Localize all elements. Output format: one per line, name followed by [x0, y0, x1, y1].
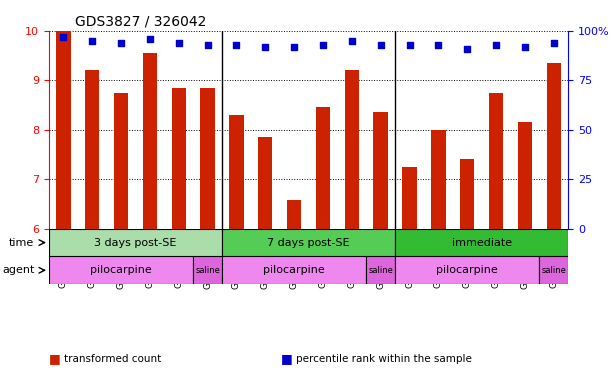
Text: ■: ■ — [49, 353, 60, 366]
Bar — [229, 115, 244, 229]
Point — [434, 41, 444, 48]
Text: time: time — [9, 238, 34, 248]
Bar — [172, 88, 186, 229]
Bar — [460, 159, 475, 229]
Point — [318, 41, 328, 48]
Point — [347, 38, 357, 44]
Bar — [114, 93, 128, 229]
Bar — [518, 122, 532, 229]
Text: 3 days post-SE: 3 days post-SE — [94, 238, 177, 248]
Point — [232, 41, 241, 48]
Point — [463, 45, 472, 51]
FancyBboxPatch shape — [193, 257, 222, 284]
Point — [59, 33, 68, 40]
Text: GDS3827 / 326042: GDS3827 / 326042 — [75, 14, 207, 28]
Bar — [489, 93, 503, 229]
Text: agent: agent — [2, 265, 34, 275]
Bar — [258, 137, 273, 229]
FancyBboxPatch shape — [366, 257, 395, 284]
Bar — [431, 130, 445, 229]
Bar — [56, 31, 70, 229]
Text: transformed count: transformed count — [64, 354, 161, 364]
Text: pilocarpine: pilocarpine — [263, 265, 325, 275]
Text: pilocarpine: pilocarpine — [436, 265, 498, 275]
FancyBboxPatch shape — [395, 229, 568, 257]
Bar — [373, 113, 388, 229]
FancyBboxPatch shape — [222, 257, 366, 284]
Bar — [316, 108, 330, 229]
Point — [203, 41, 213, 48]
Point — [376, 41, 386, 48]
Point — [549, 40, 558, 46]
Text: pilocarpine: pilocarpine — [90, 265, 152, 275]
Point — [145, 36, 155, 42]
Text: ■: ■ — [281, 353, 293, 366]
Point — [87, 38, 97, 44]
FancyBboxPatch shape — [540, 257, 568, 284]
Text: saline: saline — [195, 266, 220, 275]
Point — [260, 43, 270, 50]
Point — [289, 43, 299, 50]
Point — [116, 40, 126, 46]
Bar — [85, 70, 100, 229]
Text: saline: saline — [368, 266, 393, 275]
Point — [520, 43, 530, 50]
Bar — [345, 70, 359, 229]
Text: percentile rank within the sample: percentile rank within the sample — [296, 354, 472, 364]
Bar — [200, 88, 215, 229]
Text: 7 days post-SE: 7 days post-SE — [267, 238, 350, 248]
Text: saline: saline — [541, 266, 566, 275]
Bar — [402, 167, 417, 229]
Point — [404, 41, 414, 48]
Text: immediate: immediate — [452, 238, 512, 248]
FancyBboxPatch shape — [49, 229, 222, 257]
Point — [174, 40, 184, 46]
Bar — [142, 53, 157, 229]
Point — [491, 41, 501, 48]
FancyBboxPatch shape — [49, 257, 193, 284]
FancyBboxPatch shape — [395, 257, 540, 284]
FancyBboxPatch shape — [222, 229, 395, 257]
Bar — [547, 63, 561, 229]
Bar — [287, 200, 301, 229]
